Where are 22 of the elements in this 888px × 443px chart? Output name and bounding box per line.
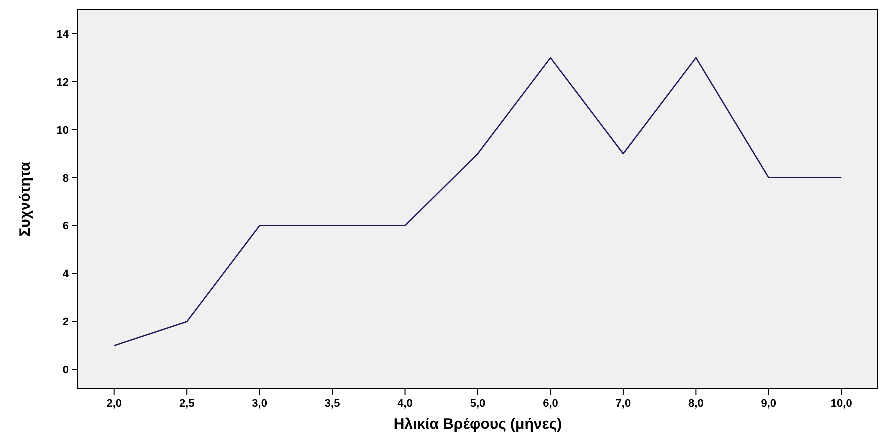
- y-tick-label: 2: [62, 316, 69, 329]
- x-tick-label: 4,0: [398, 398, 413, 410]
- x-tick-label: 2,5: [179, 398, 195, 410]
- y-tick-label: 14: [56, 28, 70, 41]
- y-tick-label: 0: [62, 364, 69, 377]
- y-axis-title: Συχνότητα: [17, 161, 34, 237]
- y-tick-label: 4: [62, 268, 70, 281]
- y-tick-label: 6: [62, 220, 69, 233]
- y-tick-label: 10: [56, 124, 69, 137]
- x-tick-label: 8,0: [688, 398, 704, 410]
- y-tick-label: 12: [56, 76, 69, 89]
- x-tick-label: 5,0: [470, 398, 486, 410]
- x-axis-title: Ηλικία Βρέφους (μήνες): [394, 416, 562, 433]
- x-tick-label: 3,0: [252, 398, 268, 410]
- x-tick-label: 2,0: [106, 398, 122, 410]
- x-tick-label: 7,0: [616, 398, 632, 410]
- y-tick-label: 8: [62, 172, 69, 185]
- line-series: [114, 57, 842, 346]
- x-tick-label: 3,5: [324, 398, 340, 410]
- x-tick-label: 9,0: [761, 398, 777, 410]
- x-tick-label: 10,0: [830, 398, 852, 410]
- x-tick-label: 6,0: [543, 398, 558, 410]
